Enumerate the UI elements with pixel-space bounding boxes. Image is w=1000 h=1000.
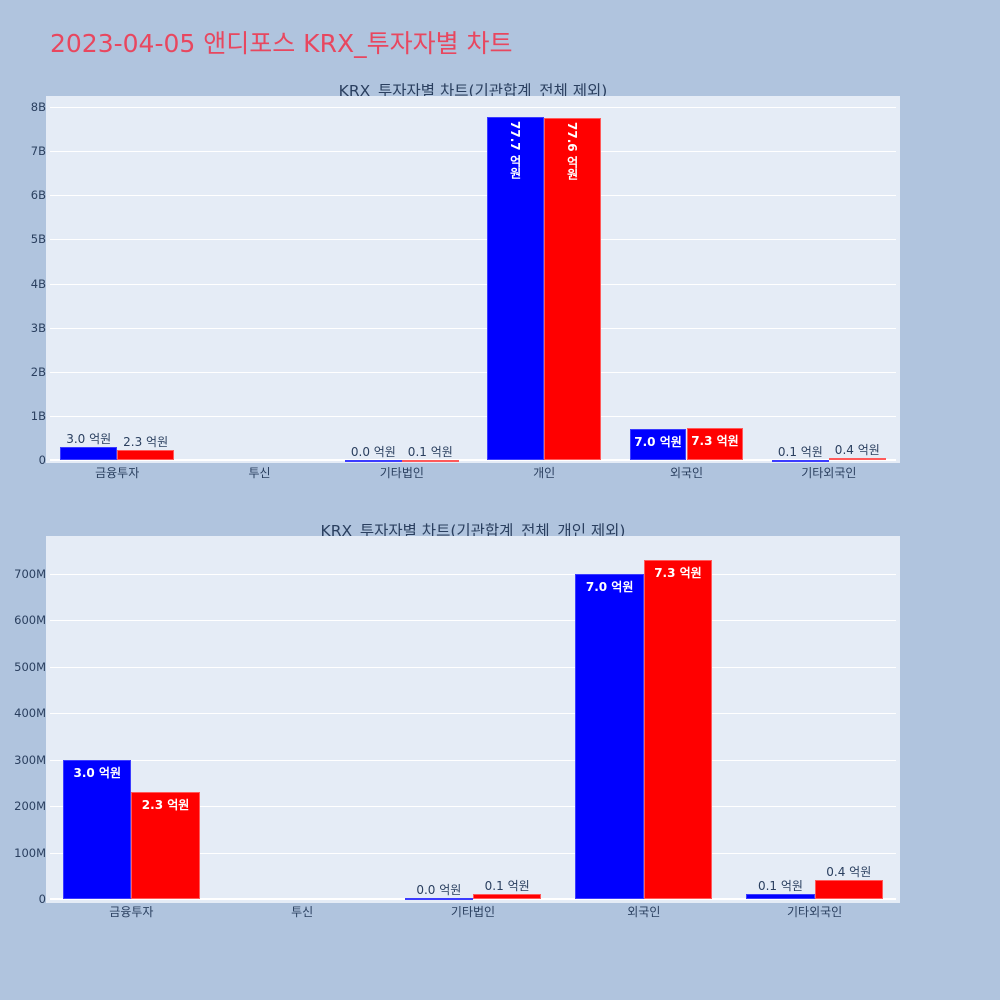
x-tick-label: 기타법인 bbox=[379, 466, 424, 480]
bar-red bbox=[544, 117, 602, 460]
zero-line bbox=[50, 898, 896, 900]
x-tick-label: 외국인 bbox=[627, 905, 661, 919]
y-tick-label: 200M bbox=[14, 799, 46, 814]
bar-blue bbox=[629, 429, 687, 460]
y-tick-label: 0 bbox=[38, 892, 46, 906]
bar-value-label: 0.1 억원 bbox=[757, 879, 803, 894]
bar-value-label: 2.3 억원 bbox=[123, 434, 169, 449]
bar-value-label: 0.4 억원 bbox=[834, 443, 880, 458]
gridline bbox=[50, 195, 896, 197]
bar-value-label: 77.6 억원 bbox=[565, 121, 580, 180]
y-tick-label: 500M bbox=[14, 659, 46, 674]
bar-value-label: 7.3 억원 bbox=[691, 433, 739, 448]
gridline bbox=[50, 107, 896, 108]
page-title: 2023-04-05 앤디포스 KRX_투자자별 차트 bbox=[50, 29, 513, 58]
y-tick-label: 6B bbox=[30, 188, 46, 203]
zero-line bbox=[50, 459, 896, 461]
y-tick-label: 3B bbox=[30, 320, 46, 335]
bar-value-label: 7.3 억원 bbox=[654, 566, 702, 581]
x-tick-label: 금융투자 bbox=[95, 466, 140, 480]
bar-blue bbox=[60, 446, 118, 460]
y-tick-label: 8B bbox=[30, 100, 46, 114]
bar-red bbox=[814, 880, 883, 899]
x-tick-label: 기타외국인 bbox=[801, 466, 857, 480]
y-tick-label: 7B bbox=[30, 144, 46, 159]
bar-blue bbox=[404, 898, 473, 901]
bar-blue bbox=[575, 573, 644, 899]
x-tick-label: 금융투자 bbox=[109, 905, 154, 919]
bar-value-label: 0.1 억원 bbox=[407, 444, 453, 459]
bar-blue bbox=[344, 459, 402, 462]
y-tick-label: 600M bbox=[14, 613, 46, 628]
gridline bbox=[50, 415, 896, 417]
gridline bbox=[50, 852, 896, 854]
gridline bbox=[50, 573, 896, 575]
gridline bbox=[50, 151, 896, 153]
bar-value-label: 0.0 억원 bbox=[416, 883, 462, 898]
gridline bbox=[50, 283, 896, 285]
bar-red bbox=[643, 560, 713, 899]
bar-blue bbox=[746, 894, 815, 899]
y-tick-label: 4B bbox=[30, 276, 46, 291]
y-tick-label: 100M bbox=[14, 845, 46, 860]
bar-red bbox=[117, 449, 175, 460]
x-tick-label: 투신 bbox=[291, 905, 314, 919]
x-tick-label: 개인 bbox=[533, 466, 556, 480]
bar-value-label: 7.0 억원 bbox=[585, 579, 634, 594]
bar-value-label: 3.0 억원 bbox=[66, 431, 112, 446]
gridline bbox=[50, 806, 896, 808]
chart-2-title: KRX_투자자별 차트(기관합계_전체_개인 제외) bbox=[320, 522, 626, 540]
gridline bbox=[50, 713, 896, 715]
bar-value-label: 0.1 억원 bbox=[484, 879, 530, 894]
bar-blue bbox=[771, 459, 829, 462]
bar-red bbox=[473, 894, 542, 899]
gridline bbox=[50, 666, 896, 668]
bar-red bbox=[401, 459, 459, 462]
gridline bbox=[50, 620, 896, 622]
bar-value-label: 7.0 억원 bbox=[634, 435, 682, 450]
y-tick-label: 2B bbox=[30, 364, 46, 379]
bar-value-label: 0.4 억원 bbox=[826, 865, 872, 880]
chart-1-title: KRX_투자자별 차트(기관합계_전체 제외) bbox=[338, 82, 608, 100]
bar-value-label: 2.3 억원 bbox=[141, 798, 190, 813]
gridline bbox=[50, 327, 896, 329]
x-tick-label: 기타법인 bbox=[450, 905, 496, 919]
bar-value-label: 0.1 억원 bbox=[777, 444, 823, 459]
bar-red bbox=[686, 427, 744, 460]
bar-red bbox=[828, 458, 886, 461]
y-tick-label: 700M bbox=[14, 566, 46, 581]
y-tick-label: 300M bbox=[14, 752, 46, 767]
x-tick-label: 투신 bbox=[248, 466, 271, 480]
chart-1-plot-area bbox=[46, 96, 900, 463]
bar-blue bbox=[487, 117, 545, 460]
gridline bbox=[50, 759, 896, 761]
x-tick-label: 외국인 bbox=[669, 466, 704, 480]
y-tick-label: 0 bbox=[38, 453, 46, 467]
x-tick-label: 기타외국인 bbox=[786, 905, 843, 919]
bar-blue bbox=[63, 759, 132, 899]
bar-red bbox=[131, 792, 200, 899]
bar-value-label: 3.0 억원 bbox=[73, 765, 121, 780]
bar-value-label: 77.7 억원 bbox=[508, 121, 523, 179]
y-tick-label: 5B bbox=[30, 232, 46, 247]
gridline bbox=[50, 371, 896, 373]
y-tick-label: 1B bbox=[30, 408, 46, 423]
bar-value-label: 0.0 억원 bbox=[350, 444, 396, 459]
y-tick-label: 400M bbox=[14, 706, 46, 721]
gridline bbox=[50, 239, 896, 241]
